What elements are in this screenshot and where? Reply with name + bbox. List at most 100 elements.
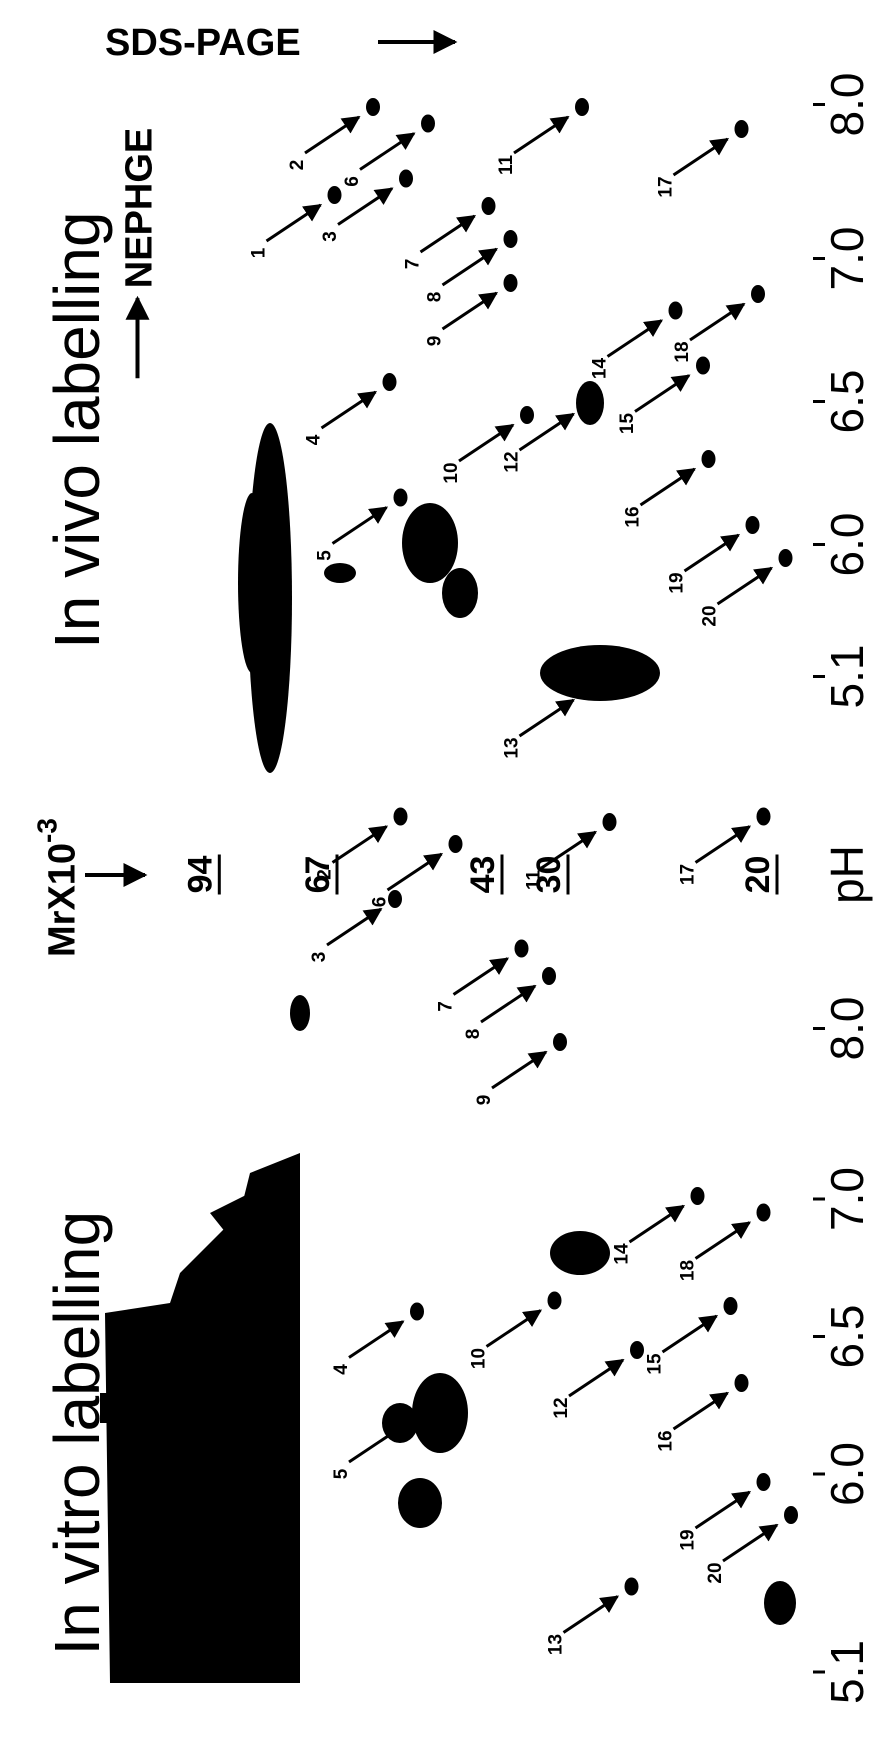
spot [735, 1374, 749, 1392]
spot-label: 19 [678, 1529, 699, 1550]
spot-label: 16 [623, 506, 644, 527]
spot [383, 373, 397, 391]
spot-arrow [349, 1426, 403, 1462]
spot-label: 10 [469, 1348, 490, 1369]
spot [394, 489, 408, 507]
spot [575, 98, 589, 116]
spot-label: 14 [612, 1243, 633, 1265]
spot [757, 1204, 771, 1222]
spot-arrow [327, 909, 381, 945]
ph-label: pH [821, 845, 873, 904]
mr-marker: 94 [181, 856, 219, 894]
spot-arrow [443, 249, 497, 285]
spot-arrow [267, 205, 321, 241]
spot [520, 406, 534, 424]
spot-arrow [338, 189, 392, 225]
spot-arrow [333, 508, 387, 544]
spot-label: 11 [496, 155, 517, 176]
spot-label: 5 [315, 550, 336, 561]
spot-label: 20 [705, 1562, 726, 1583]
spot-label: 14 [590, 358, 611, 380]
spot-arrow [481, 986, 535, 1022]
ph-tick-label: 6.0 [821, 513, 873, 577]
spot-label: 2 [287, 160, 308, 171]
spot-label: 5 [331, 1468, 352, 1479]
panel-title: In vitro labelling [41, 1211, 113, 1656]
spot-label: 6 [342, 176, 363, 187]
spot-label: 4 [304, 434, 325, 445]
spot [784, 1506, 798, 1524]
ph-tick-label: 5.1 [821, 1640, 873, 1704]
spot-arrow [333, 827, 387, 863]
spot-label: 13 [502, 737, 523, 758]
mr-marker: 20 [739, 856, 777, 894]
spot-label: 18 [672, 341, 693, 362]
spot-label: 3 [309, 952, 330, 963]
spot [581, 395, 595, 413]
spot [746, 516, 760, 534]
spot-label: 12 [502, 451, 523, 472]
spot-label: 12 [551, 1397, 572, 1418]
spot-label: 3 [320, 231, 341, 242]
ph-tick-label: 6.5 [821, 1305, 873, 1369]
spot [410, 1303, 424, 1321]
spot-arrow [305, 117, 359, 153]
spot-arrow [322, 392, 376, 428]
spot-arrow [690, 304, 744, 340]
figure: SDS-PAGE NEPHGEMrX10-39467433020pHIn viv… [0, 0, 882, 1733]
body: {"header": {"sds_page": "SDS-PAGE", "nep… [0, 0, 882, 1733]
spot-arrow [696, 1492, 750, 1528]
spot [735, 120, 749, 138]
spot-label: 7 [403, 259, 424, 270]
spot-label: 7 [436, 1001, 457, 1012]
spot-arrow [641, 469, 695, 505]
spot-arrow [635, 376, 689, 412]
spot-arrow [630, 1206, 684, 1242]
spot-arrow [520, 700, 574, 736]
ph-tick-label: 7.0 [821, 227, 873, 291]
spot-arrow [674, 1393, 728, 1429]
spot [410, 1407, 424, 1425]
spot-label: 9 [474, 1095, 495, 1106]
ph-tick-label: 7.0 [821, 1167, 873, 1231]
spot [603, 813, 617, 831]
spot-arrow [696, 1223, 750, 1259]
spot-arrow [360, 134, 414, 170]
spot-label: 18 [678, 1260, 699, 1281]
spot-label: 8 [463, 1029, 484, 1040]
ph-tick-label: 8.0 [821, 73, 873, 137]
spot-arrow [718, 568, 772, 604]
spot [366, 98, 380, 116]
spot [542, 967, 556, 985]
spot-label: 15 [617, 413, 638, 435]
page: 2D gel figure html, body { margin: 0; pa… [0, 0, 882, 1733]
spot-label: 17 [678, 864, 699, 885]
spot-arrow [723, 1525, 777, 1561]
spot-arrow [564, 1597, 618, 1633]
spot-arrow [454, 959, 508, 995]
spot-label: 8 [425, 292, 446, 303]
mr-marker: 43 [464, 856, 502, 894]
spot [696, 357, 710, 375]
spot-label: 13 [546, 1634, 567, 1655]
spot [757, 1473, 771, 1491]
ph-tick-label: 6.0 [821, 1442, 873, 1506]
spot-label: 10 [441, 462, 462, 483]
sds-page-label: SDS-PAGE [105, 22, 301, 64]
panel-title: In vivo labelling [41, 211, 113, 649]
spot-label: 19 [667, 572, 688, 593]
spot [669, 302, 683, 320]
spot [399, 170, 413, 188]
spot-label: 2 [315, 869, 336, 880]
ph-tick-label: 6.5 [821, 370, 873, 434]
spot-arrow [674, 139, 728, 175]
spot [702, 450, 716, 468]
spot-label: 11 [524, 870, 545, 891]
spot-label: 6 [370, 897, 391, 908]
spot [581, 681, 595, 699]
spot-label: 1 [249, 247, 270, 258]
spot [504, 274, 518, 292]
spot [625, 1578, 639, 1596]
spot-arrow [349, 1322, 403, 1358]
spot [779, 549, 793, 567]
